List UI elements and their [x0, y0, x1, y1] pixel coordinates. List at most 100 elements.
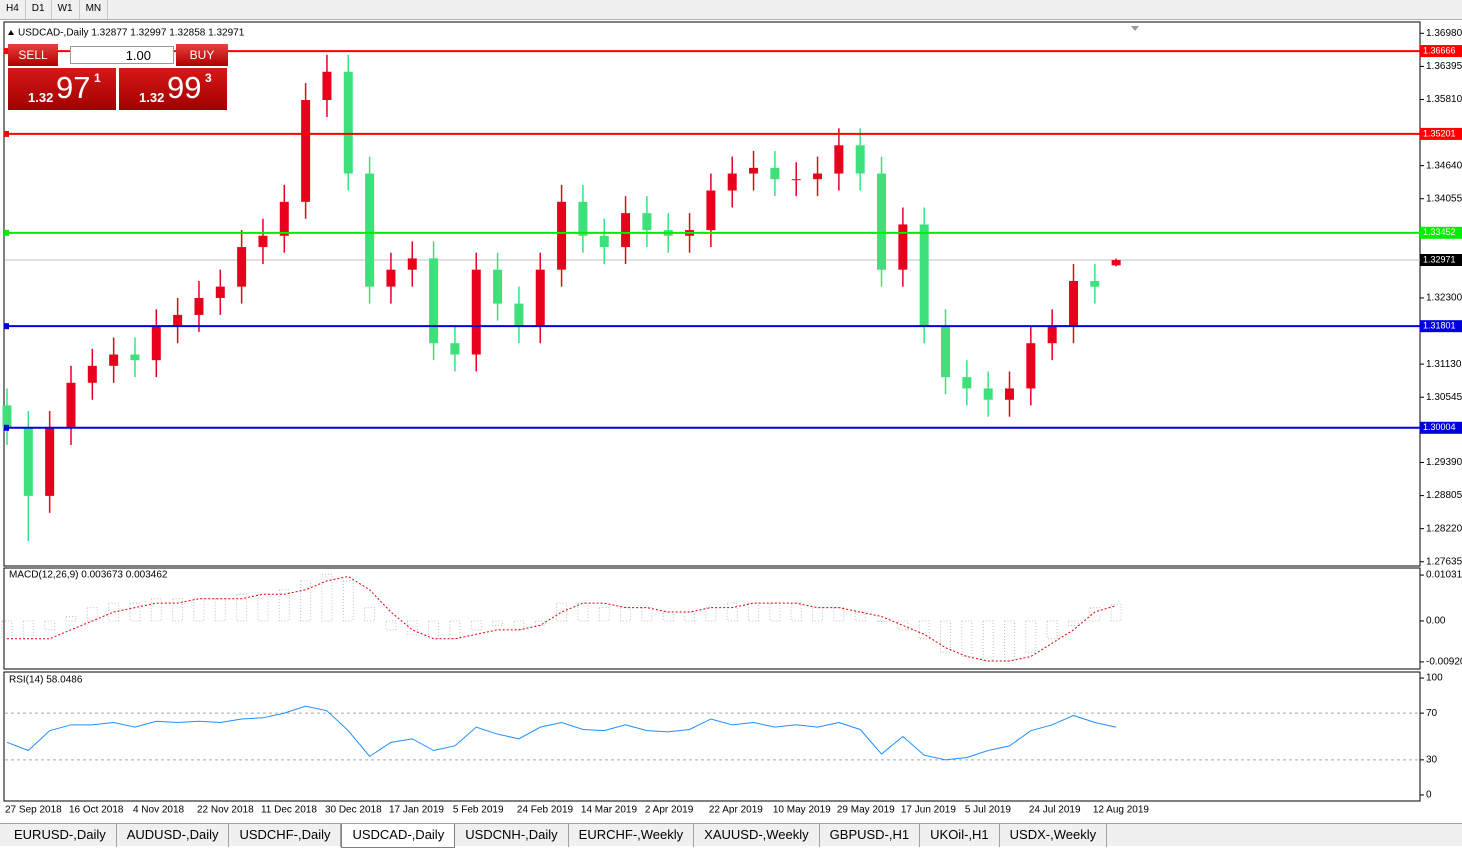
macd-bar [769, 602, 781, 622]
macd-bar [44, 620, 56, 631]
candle-body [23, 428, 33, 496]
collapse-icon[interactable] [8, 30, 14, 35]
candle-body [258, 235, 268, 248]
bid-fraction: 1 [94, 71, 101, 85]
level-label-box [1420, 320, 1462, 333]
chart-tab[interactable]: USDX-,Weekly [1000, 824, 1108, 847]
candle-body [770, 167, 780, 180]
lot-input[interactable]: 1.00 [70, 46, 174, 64]
macd-bar [150, 598, 162, 622]
candle-body [791, 179, 801, 181]
macd-bar [1046, 620, 1058, 640]
level-label-box [1420, 45, 1462, 58]
x-tick-label: 2 Apr 2019 [645, 805, 694, 816]
rsi-title: RSI(14) 58.0486 [9, 675, 83, 686]
y-tick-label: 1.30545 [1426, 392, 1462, 403]
candle-body [941, 326, 951, 378]
candle-body [727, 173, 737, 191]
chart-title: USDCAD-,Daily 1.32877 1.32997 1.32858 1.… [18, 28, 245, 39]
macd-bar [278, 589, 290, 622]
y-tick-label: 1.28220 [1426, 523, 1462, 534]
candle-body [365, 173, 375, 287]
sell-button[interactable]: SELL [8, 44, 58, 66]
chart-tab[interactable]: UKOil-,H1 [920, 824, 1000, 847]
timeframe-button[interactable]: W1 [52, 0, 80, 19]
macd-bar [22, 620, 34, 640]
chart-tab[interactable]: GBPUSD-,H1 [820, 824, 921, 847]
candle-body [279, 201, 289, 236]
level-handle [4, 424, 9, 431]
level-label: 1.31801 [1423, 321, 1456, 331]
candle-body [343, 71, 353, 174]
y-tick-label: 0.010311 [1426, 570, 1462, 581]
macd-title: MACD(12,26,9) 0.003673 0.003462 [9, 570, 168, 581]
candle-body [66, 382, 76, 429]
macd-bar [214, 598, 226, 622]
level-label-box [1420, 226, 1462, 239]
x-tick-label: 11 Dec 2018 [261, 805, 317, 816]
timeframe-toolbar: H4 D1 W1 MN [0, 0, 1462, 20]
candle-body [237, 247, 247, 287]
y-tick-label: 1.35810 [1426, 94, 1462, 105]
level-label-box [1420, 421, 1462, 434]
candle-body [983, 388, 993, 400]
x-tick-label: 17 Jan 2019 [389, 805, 444, 816]
buy-button[interactable]: BUY [176, 44, 228, 66]
rsi-panel [3, 671, 1421, 802]
ask-quote[interactable]: 1.32 99 3 [119, 68, 227, 110]
candle-body [898, 224, 908, 270]
last-price-box [1420, 254, 1462, 267]
level-label-box [1420, 127, 1462, 140]
y-tick-label: -0.009207 [1426, 657, 1462, 668]
x-tick-label: 24 Jul 2019 [1029, 805, 1081, 816]
macd-bar [108, 602, 120, 622]
candle-body [599, 235, 609, 248]
macd-bar [684, 611, 696, 622]
chart-tab[interactable]: USDCNH-,Daily [455, 824, 569, 847]
x-tick-label: 30 Dec 2018 [325, 805, 382, 816]
macd-bar [1025, 620, 1037, 653]
candle-body [471, 269, 481, 355]
candle-body [301, 100, 311, 202]
x-tick-label: 4 Nov 2018 [133, 805, 185, 816]
macd-bar [193, 598, 205, 622]
timeframe-button[interactable]: MN [80, 0, 109, 19]
macd-bar [748, 602, 760, 622]
candle-body [1026, 343, 1036, 389]
candle-body [194, 297, 204, 315]
one-click-trading: SELL 1.00 BUY 1.32 97 1 1.32 99 3 [8, 44, 228, 110]
y-tick-label: 1.27635 [1426, 556, 1462, 567]
chart-tab[interactable]: AUDUSD-,Daily [117, 824, 230, 847]
macd-bar [172, 598, 184, 622]
macd-bar [534, 620, 546, 626]
macd-bar [961, 620, 973, 658]
x-tick-label: 24 Feb 2019 [517, 805, 574, 816]
chart-tab[interactable]: USDCHF-,Daily [229, 824, 342, 847]
rsi-line [6, 705, 1117, 761]
macd-bar [492, 620, 504, 626]
bid-big: 1.32 [28, 90, 54, 105]
bid-quote[interactable]: 1.32 97 1 [8, 68, 116, 110]
last-price-label: 1.32971 [1423, 254, 1456, 264]
chart-tab[interactable]: XAUUSD-,Weekly [694, 824, 820, 847]
timeframe-button[interactable]: H4 [0, 0, 26, 19]
x-tick-label: 5 Feb 2019 [453, 805, 504, 816]
y-tick-label: 1.32300 [1426, 293, 1462, 304]
candle-body [45, 428, 55, 496]
candle-body [621, 213, 631, 248]
candle-body [557, 201, 567, 270]
candle-body [642, 213, 652, 231]
chart-tab[interactable]: EURUSD-,Daily [4, 824, 117, 847]
candle-body [87, 365, 97, 383]
candle-body [834, 145, 844, 174]
candle-body [322, 71, 332, 101]
chart-tab[interactable]: USDCAD-,Daily [341, 824, 456, 848]
timeframe-button[interactable]: D1 [26, 0, 52, 19]
x-tick-label: 27 Sep 2018 [5, 805, 62, 816]
macd-bar [300, 580, 312, 622]
candle-body [429, 258, 439, 344]
chart-tab[interactable]: EURCHF-,Weekly [569, 824, 695, 847]
candle-body [919, 224, 929, 327]
ask-pips: 99 [167, 70, 202, 105]
